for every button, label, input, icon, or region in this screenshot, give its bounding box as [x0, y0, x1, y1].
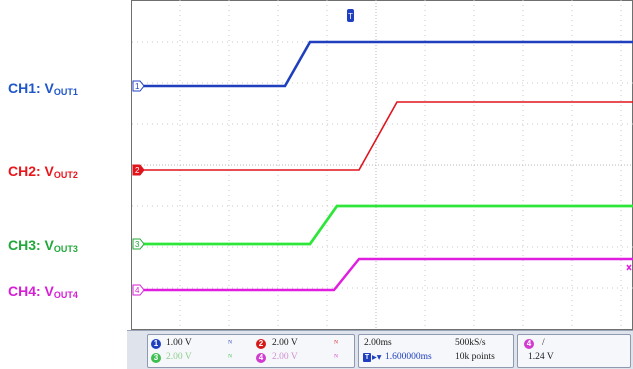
ch3-coupling-icon: ᴺ	[228, 352, 233, 362]
trigger-position-marker[interactable]: T	[347, 9, 354, 22]
ch4-trace	[135, 257, 633, 292]
delay-arrow-icon: ▸▾	[372, 353, 382, 363]
delay-icon: T	[363, 353, 371, 362]
grid-center-axes	[132, 0, 633, 330]
ch2-label-text: CH2: V	[8, 163, 54, 179]
ch3-scale: 2.00 V	[166, 352, 192, 362]
ch1-scale: 1.00 V	[166, 338, 192, 348]
ch3-marker-text: 3	[135, 240, 140, 249]
record-length: 10k points	[455, 352, 495, 362]
trigger-slope-icon: /	[542, 338, 545, 348]
ch3-label: CH3: VOUT3	[8, 237, 78, 254]
ch1-badge: 1	[151, 339, 161, 349]
trigger-level: 1.24 V	[528, 352, 554, 362]
ch4-badge: 4	[256, 353, 266, 363]
screen-background	[127, 0, 633, 330]
trigger-source-badge: 4	[524, 339, 534, 349]
channel-scale-panel[interactable]: 1 1.00 V ᴺ 2 2.00 V ᴺ 3 2.00 V ᴺ 4 2.00 …	[147, 334, 355, 368]
ch1-label: CH1: VOUT1	[8, 80, 78, 97]
sample-rate: 500kS/s	[455, 338, 486, 348]
ch1-marker-text: 1	[135, 82, 140, 91]
ch3-trace	[135, 204, 633, 246]
ch4-label-text: CH4: V	[8, 283, 54, 299]
ch2-ground-marker: 2	[132, 164, 145, 176]
ch2-marker-text: 2	[135, 166, 140, 175]
trigger-level-marker	[626, 264, 632, 271]
ch1-label-sub: OUT1	[53, 87, 78, 97]
ch3-badge: 3	[151, 353, 161, 363]
ch3-label-sub: OUT3	[53, 244, 78, 254]
oscilloscope-display: 1 2 3 4 T 1 1.00 V ᴺ 2 2.00 V	[127, 0, 633, 369]
ch4-scale: 2.00 V	[272, 352, 298, 362]
ch2-coupling-icon: ᴺ	[334, 338, 339, 348]
delay-value: 1.600000ms	[385, 352, 432, 362]
ch2-label: CH2: VOUT2	[8, 163, 78, 180]
ch4-ground-marker: 4	[132, 284, 145, 296]
ch3-ground-marker: 3	[132, 238, 145, 250]
ch1-ground-marker: 1	[132, 80, 145, 92]
ch4-marker-text: 4	[135, 286, 140, 295]
ch4-coupling-icon: ᴺ	[334, 352, 339, 362]
timebase-value: 2.00ms	[364, 338, 392, 348]
trigger-panel[interactable]: 4 / 1.24 V	[517, 334, 631, 368]
timebase-panel[interactable]: 2.00ms T ▸▾ 1.600000ms 500kS/s 10k point…	[358, 334, 514, 368]
ch2-label-sub: OUT2	[53, 170, 78, 180]
ch4-label-sub: OUT4	[53, 290, 78, 300]
scope-status-bar: 1 1.00 V ᴺ 2 2.00 V ᴺ 3 2.00 V ᴺ 4 2.00 …	[127, 330, 633, 369]
scope-screen: 1 2 3 4 T	[127, 0, 633, 330]
ch2-trace	[135, 101, 633, 171]
ch2-scale: 2.00 V	[272, 338, 298, 348]
ch1-label-text: CH1: V	[8, 80, 54, 96]
ch1-trace	[135, 40, 633, 88]
ch4-label: CH4: VOUT4	[8, 283, 78, 300]
ch3-label-text: CH3: V	[8, 237, 54, 253]
trigger-marker-text: T	[348, 12, 353, 21]
ch1-coupling-icon: ᴺ	[228, 338, 233, 348]
ch2-badge: 2	[256, 339, 266, 349]
